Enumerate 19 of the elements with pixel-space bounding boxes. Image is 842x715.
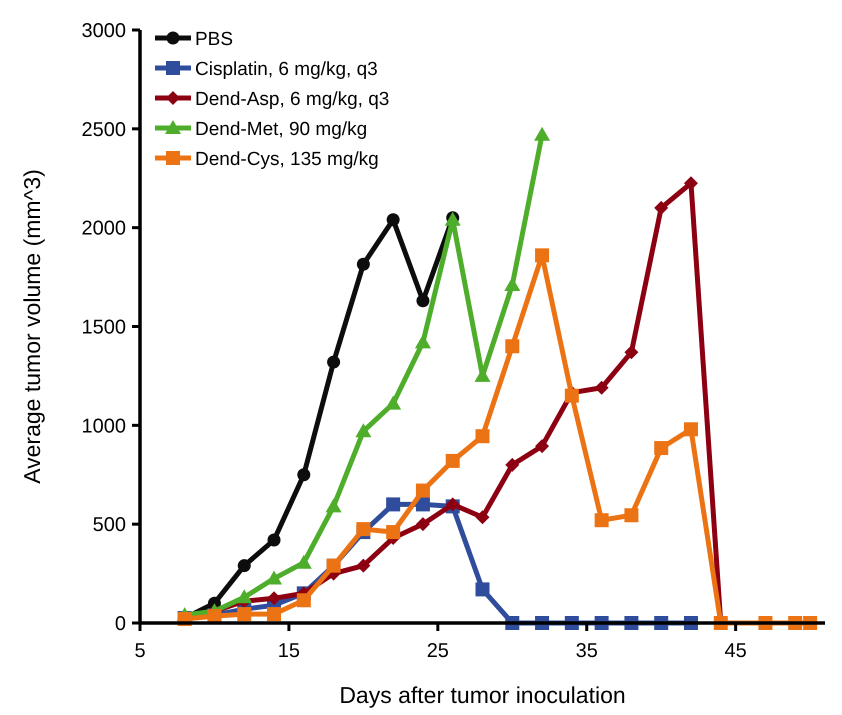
y-tick-label: 3000: [82, 20, 126, 42]
y-tick-label: 1500: [82, 316, 126, 338]
y-tick-label: 0: [114, 613, 126, 635]
legend-label: Dend-Asp, 6 mg/kg, q3: [195, 89, 390, 110]
legend-label: PBS: [195, 29, 234, 50]
y-tick-label: 2500: [82, 118, 126, 141]
y-axis-title: Average tumor volume (mm^3): [19, 169, 45, 484]
x-tick-label: 45: [724, 640, 747, 662]
legend-label: Dend-Met, 90 mg/kg: [195, 119, 368, 140]
x-tick-label: 15: [278, 640, 300, 662]
x-axis-title: Days after tumor inoculation: [339, 682, 626, 708]
x-tick-label: 35: [576, 640, 598, 662]
x-tick-label: 25: [426, 640, 449, 662]
legend-label: Cisplatin, 6 mg/kg, q3: [195, 59, 378, 80]
y-tick-label: 500: [92, 514, 126, 536]
x-tick-label: 5: [134, 640, 146, 662]
y-tick-label: 2000: [82, 218, 126, 240]
y-tick-label: 1000: [82, 415, 126, 438]
legend-label: Dend-Cys, 135 mg/kg: [195, 149, 379, 170]
